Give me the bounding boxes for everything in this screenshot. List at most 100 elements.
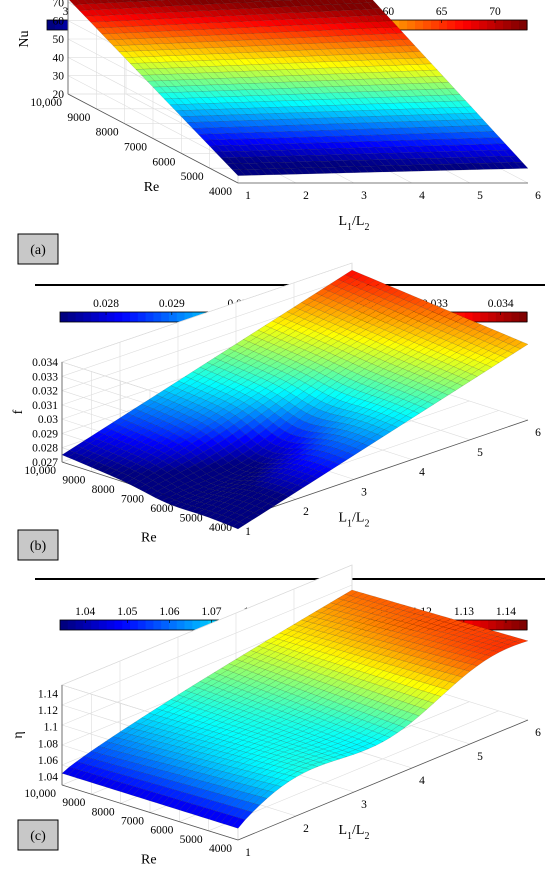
re-tick-label: 7000 — [124, 142, 147, 154]
colorbar-tick-label: 0.028 — [93, 298, 119, 310]
surface-facet — [427, 164, 442, 171]
surface-facet — [405, 410, 420, 419]
colorbar-segment — [114, 620, 123, 630]
colorbar-segment — [161, 620, 170, 630]
z-tick-label: 0.029 — [32, 428, 58, 440]
z-tick-label: 1.06 — [38, 755, 58, 767]
re-tick-label: 9000 — [67, 112, 90, 124]
surface-facet — [333, 457, 348, 465]
surface-facet — [333, 166, 348, 174]
colorbar-segment — [519, 620, 528, 630]
l-tick-label: 3 — [361, 190, 367, 202]
colorbar-segment — [200, 620, 209, 630]
colorbar-segment — [519, 20, 528, 30]
colorbar-segment — [122, 620, 131, 630]
z-tick-label: 1.1 — [44, 722, 59, 734]
l-axis-label-sub1: 1 — [347, 831, 352, 842]
colorbar-segment — [495, 20, 504, 30]
surface-facet — [253, 168, 268, 176]
surface-facet — [304, 475, 319, 484]
l-tick-label: 5 — [477, 447, 483, 459]
colorbar-segment — [463, 20, 472, 30]
l-axis-line — [237, 419, 529, 520]
colorbar-segment — [83, 620, 92, 630]
l-axis-label-sep: /L — [352, 214, 364, 229]
colorbar-segment — [130, 620, 139, 630]
colorbar-segment — [495, 312, 505, 322]
colorbar-segment — [431, 20, 440, 30]
z-tick-label: 1.04 — [38, 772, 58, 784]
z-tick-label: 1.12 — [38, 705, 58, 717]
l-axis-label-sub1: 1 — [347, 222, 352, 233]
re-tick-label: 9000 — [62, 475, 85, 487]
z-tick-label: 60 — [53, 16, 65, 28]
z-tick-label: 40 — [53, 52, 65, 64]
re-axis-label: Re — [141, 530, 157, 545]
colorbar-segment — [399, 20, 408, 30]
re-axis-line — [61, 784, 239, 841]
l-tick-label: 3 — [361, 486, 367, 498]
colorbar-segment — [480, 620, 489, 630]
surface-facet — [231, 521, 246, 530]
colorbar-segment — [75, 620, 84, 630]
l-axis-label-main: L — [338, 823, 347, 838]
colorbar-tick-label: 1.05 — [117, 606, 137, 618]
l-tick-label: 3 — [361, 799, 367, 811]
panel-tag-label: (a) — [30, 243, 46, 258]
colorbar-segment — [471, 20, 480, 30]
re-tick-label: 5000 — [180, 513, 203, 525]
surface-facet — [500, 350, 514, 359]
surface — [61, 589, 529, 829]
surface-facet — [246, 169, 261, 176]
colorbar-segment — [67, 620, 77, 630]
colorbar-segment — [487, 20, 496, 30]
surface-facet — [231, 169, 246, 176]
colorbar-tick-label: 1.14 — [496, 606, 516, 618]
colorbar-tick-label: 1.04 — [75, 606, 95, 618]
surface-facet — [384, 424, 398, 433]
l-tick-label: 6 — [535, 727, 541, 739]
colorbar-segment — [91, 312, 100, 322]
surface-facet — [355, 443, 369, 451]
colorbar-segment — [472, 312, 481, 322]
colorbar-segment — [60, 312, 69, 322]
colorbar-tick-label: 1.06 — [159, 606, 179, 618]
colorbar-segment — [168, 620, 178, 630]
l-axis-label-sep: /L — [352, 510, 364, 525]
panel-tag-box — [17, 233, 59, 265]
colorbar-segment — [161, 312, 170, 322]
colorbar-segment — [503, 20, 512, 30]
colorbar-segment — [455, 20, 464, 30]
z-axis-label: f — [11, 409, 26, 414]
re-tick-label: 8000 — [92, 806, 115, 818]
panel-tag: (b) — [17, 529, 59, 561]
surface-facet — [239, 517, 253, 525]
colorbar-tick-label: 0.029 — [159, 298, 185, 310]
re-tick-label: 9000 — [62, 797, 85, 809]
re-tick-label: 4000 — [209, 522, 232, 534]
panel-c: 1.041.051.061.071.081.091.11.111.121.131… — [11, 564, 541, 867]
re-tick-label: 8000 — [92, 484, 115, 496]
l-axis-label-sub2: 2 — [365, 831, 370, 842]
colorbar-segment — [511, 20, 520, 30]
l-axis-label-sub1: 1 — [347, 518, 352, 529]
surface-facet — [362, 438, 377, 447]
panel-tag: (c) — [17, 819, 59, 851]
colorbar-segment — [98, 620, 108, 630]
colorbar-segment — [415, 20, 424, 30]
surface-facet — [391, 420, 406, 428]
colorbar-segment — [114, 312, 123, 322]
colorbar-segment — [503, 312, 513, 322]
colorbar-segment — [106, 312, 116, 322]
l-tick-label: 4 — [419, 190, 425, 202]
colorbar-tick-label: 65 — [436, 6, 448, 18]
surface-facet — [507, 346, 522, 354]
surface-facet — [449, 163, 464, 171]
l-tick-label: 6 — [535, 427, 541, 439]
z-gridline — [61, 262, 353, 363]
surface-facet — [311, 471, 326, 479]
panel-tag-box — [17, 529, 59, 561]
colorbar-tick-label: 0.034 — [488, 298, 514, 310]
z-tick-label: 50 — [53, 34, 65, 46]
